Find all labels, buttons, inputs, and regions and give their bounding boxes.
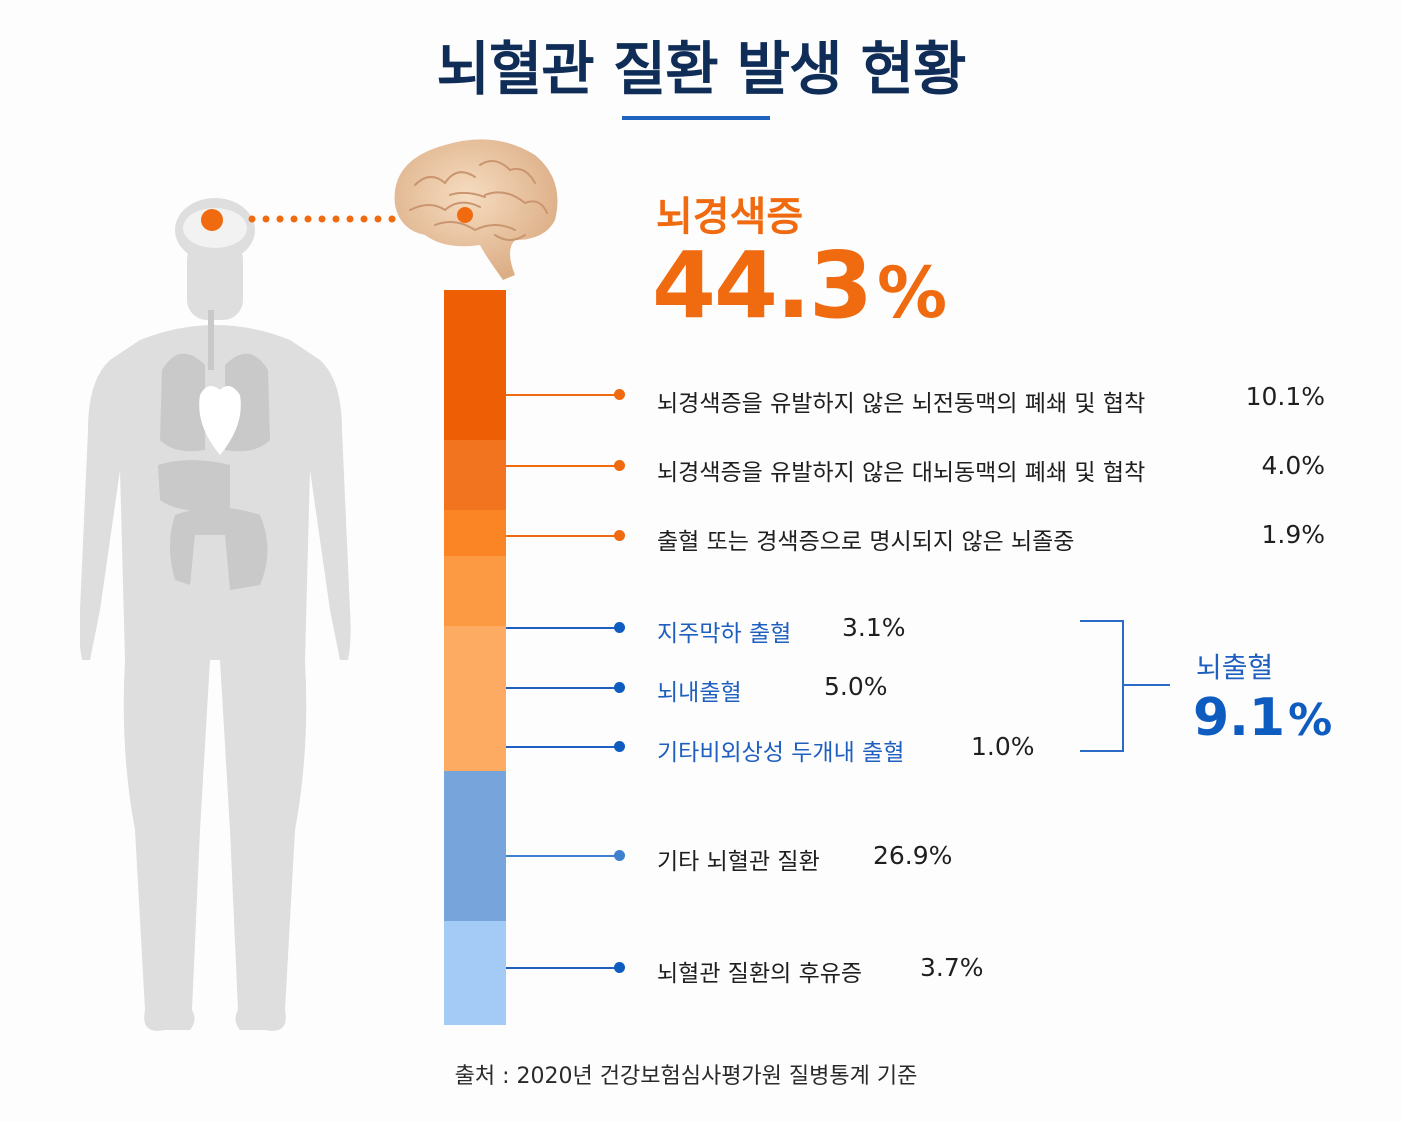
row-label-5: 뇌내출혈 — [657, 680, 742, 706]
leader-line-1 — [506, 394, 618, 396]
row-label-7: 기타 뇌혈관 질환 — [657, 849, 820, 875]
bar-segment-precerebral — [444, 440, 506, 510]
ischemic-stroke-number: 44.3 — [652, 232, 873, 339]
row-label-8: 뇌혈관 질환의 후유증 — [657, 961, 863, 987]
row-label-6: 기타비외상성 두개내 출혈 — [657, 740, 905, 766]
row-label-1: 뇌경색증을 유발하지 않은 뇌전동맥의 폐쇄 및 협착 — [657, 391, 1146, 417]
hemorrhage-unit: % — [1288, 695, 1333, 746]
source-note: 출처 : 2020년 건강보험심사평가원 질병통계 기준 — [454, 1064, 918, 1089]
row-value-1: 10.1% — [1245, 382, 1325, 411]
leader-line-7 — [506, 855, 618, 857]
ischemic-stroke-label: 뇌경색증 — [656, 194, 804, 240]
bar-segment-cerebral-artery — [444, 510, 506, 556]
hemorrhage-value: 9.1% — [1193, 688, 1332, 748]
row-value-7: 26.9% — [873, 841, 953, 870]
leader-dot-8 — [614, 962, 625, 973]
leader-dot-6 — [614, 741, 625, 752]
hemorrhage-label: 뇌출혈 — [1196, 651, 1274, 684]
bar-segment-sequelae — [444, 921, 506, 1025]
leader-dot-4 — [614, 622, 625, 633]
stacked-bar — [444, 290, 506, 1025]
leader-line-5 — [506, 687, 618, 689]
leader-dot-5 — [614, 682, 625, 693]
brain-highlight-dot — [457, 207, 473, 223]
brain-marker-dot — [201, 209, 223, 231]
leader-line-2 — [506, 465, 618, 467]
hemorrhage-bracket — [1080, 620, 1124, 752]
leader-line-8 — [506, 967, 618, 969]
title-underline — [622, 116, 770, 120]
bar-segment-ischemic — [444, 290, 506, 440]
row-value-4: 3.1% — [842, 613, 906, 642]
row-value-3: 1.9% — [1261, 520, 1325, 549]
row-label-2: 뇌경색증을 유발하지 않은 대뇌동맥의 폐쇄 및 협착 — [657, 460, 1146, 486]
ischemic-stroke-value: 44.3% — [652, 232, 947, 339]
leader-dot-2 — [614, 460, 625, 471]
leader-dot-1 — [614, 389, 625, 400]
row-label-4: 지주막하 출혈 — [657, 621, 792, 647]
leader-line-4 — [506, 627, 618, 629]
brain-icon — [394, 139, 558, 280]
ischemic-stroke-unit: % — [877, 252, 947, 334]
leader-line-3 — [506, 535, 618, 537]
hemorrhage-number: 9.1 — [1193, 688, 1286, 748]
row-value-2: 4.0% — [1261, 451, 1325, 480]
leader-dot-3 — [614, 530, 625, 541]
hemorrhage-bracket-stem — [1124, 684, 1170, 686]
bar-segment-subarachnoid — [444, 556, 506, 626]
leader-dot-7 — [614, 850, 625, 861]
row-value-6: 1.0% — [971, 732, 1035, 761]
human-body-icon — [80, 198, 351, 1031]
row-value-8: 3.7% — [920, 953, 984, 982]
leader-line-6 — [506, 746, 618, 748]
bar-segment-hemorrhage — [444, 626, 506, 771]
page-title: 뇌혈관 질환 발생 현황 — [436, 35, 967, 103]
row-label-3: 출혈 또는 경색증으로 명시되지 않은 뇌졸중 — [657, 529, 1075, 555]
bar-segment-other — [444, 771, 506, 921]
row-value-5: 5.0% — [824, 672, 888, 701]
